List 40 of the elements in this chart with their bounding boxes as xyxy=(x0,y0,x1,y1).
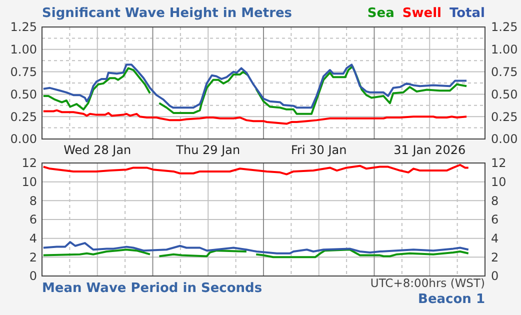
text: Total xyxy=(449,6,485,21)
text: Mean Wave Period in Seconds xyxy=(42,281,262,296)
y2-tick-label: 0.00 xyxy=(491,132,518,146)
text: Swell xyxy=(402,6,442,21)
y-tick-label: 0.75 xyxy=(10,65,37,79)
y-tick-label: 6 xyxy=(29,212,37,227)
text: Sea xyxy=(367,6,394,21)
y-tick-label: 0.25 xyxy=(10,110,37,124)
y2-tick-label: 8 xyxy=(491,194,499,208)
y-tick-label: 2 xyxy=(29,250,37,264)
chart-title: Significant Wave Height in Metres xyxy=(42,6,292,21)
y-tick-label: 1.00 xyxy=(10,42,37,57)
line-series xyxy=(42,109,468,125)
x-tick-label: Thu 29 Jan xyxy=(175,143,240,157)
y2-tick-label: 0 xyxy=(491,269,499,284)
line-series xyxy=(42,164,470,176)
y-tick-label: 0 xyxy=(29,269,37,284)
y-tick-label: 0.50 xyxy=(10,87,37,102)
y-tick-label: 8 xyxy=(29,194,37,208)
x-tick-label: Fri 30 Jan xyxy=(291,143,347,157)
line-series xyxy=(42,241,470,254)
y-tick-label: 12 xyxy=(22,156,37,170)
y2-tick-label: 0.75 xyxy=(491,65,518,79)
text: UTC+8:00hrs (WST) xyxy=(370,276,485,290)
y2-tick-label: 0.25 xyxy=(491,110,518,124)
y-tick-label: 1.25 xyxy=(10,20,37,34)
text: Beacon 1 xyxy=(418,292,485,307)
y2-tick-label: 1.00 xyxy=(491,42,518,57)
y-tick-label: 10 xyxy=(22,175,37,190)
y2-tick-label: 2 xyxy=(491,250,499,264)
y2-tick-label: 10 xyxy=(491,175,506,190)
x-tick-label: 31 Jan 2026 xyxy=(394,143,466,157)
y-tick-label: 0.00 xyxy=(10,132,37,146)
y2-tick-label: 6 xyxy=(491,212,499,227)
y2-tick-label: 4 xyxy=(491,232,499,246)
y2-tick-label: 12 xyxy=(491,156,506,170)
y2-tick-label: 1.25 xyxy=(491,20,518,34)
x-tick-label: Wed 28 Jan xyxy=(64,143,132,157)
y-tick-label: 4 xyxy=(29,232,37,246)
y2-tick-label: 0.50 xyxy=(491,87,518,102)
